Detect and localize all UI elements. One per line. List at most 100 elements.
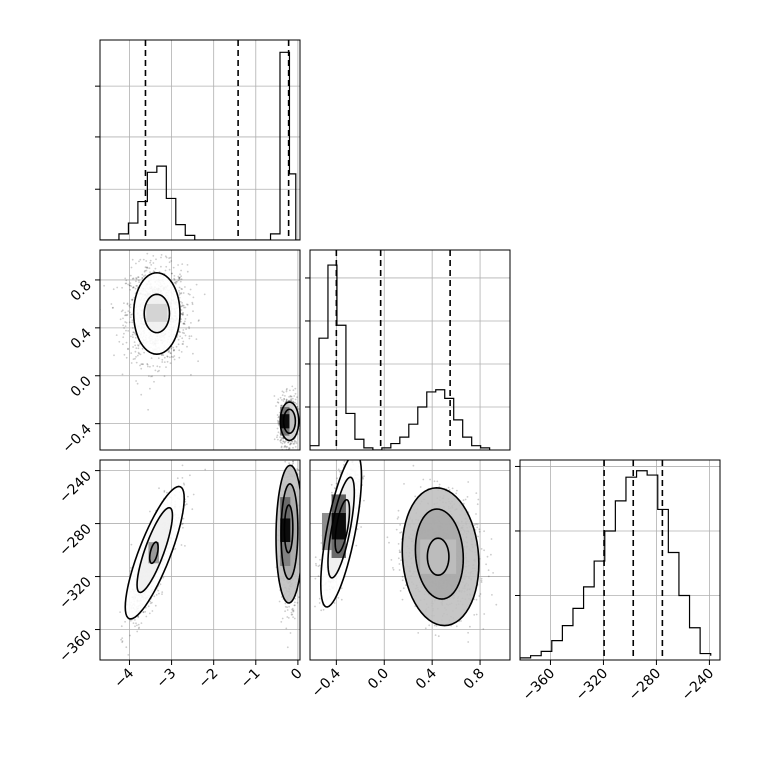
scatter-point (293, 604, 296, 607)
scatter-point (124, 314, 126, 317)
contour-line-2 (279, 401, 300, 442)
scatter-point (134, 333, 137, 336)
scatter-point (132, 622, 135, 624)
scatter-point (280, 437, 283, 440)
scatter-point (182, 304, 185, 307)
scatter-point (131, 321, 134, 324)
scatter-point (283, 398, 286, 401)
scatter-point (170, 355, 173, 358)
scatter-point (128, 284, 131, 287)
scatter-point (318, 597, 321, 600)
scatter-point (134, 357, 136, 360)
scatter-point (342, 464, 345, 466)
scatter-point (173, 277, 176, 280)
scatter-point (284, 441, 286, 443)
scatter-point (120, 625, 123, 628)
scatter-point (170, 272, 173, 275)
scatter-point (283, 445, 286, 447)
scatter-point (146, 363, 149, 366)
scatter-point (198, 319, 200, 321)
scatter-point (133, 331, 135, 334)
scatter-point (131, 258, 134, 261)
scatter-point (128, 321, 131, 324)
scatter-point (141, 347, 144, 350)
scatter-point (135, 356, 137, 358)
scatter-point (276, 419, 279, 422)
scatter-point (273, 438, 276, 441)
scatter-point (162, 354, 165, 357)
scatter-point (280, 438, 283, 441)
scatter-point (181, 304, 184, 307)
scatter-point (301, 482, 303, 484)
scatter-point (287, 441, 289, 444)
scatter-point (131, 298, 134, 301)
scatter-point (178, 276, 180, 279)
scatter-point (121, 309, 124, 312)
scatter-point (131, 333, 134, 336)
scatter-point (177, 279, 180, 282)
scatter-point (294, 601, 296, 604)
scatter-point (285, 627, 288, 630)
scatter-point (292, 610, 294, 612)
scatter-point (289, 442, 292, 445)
scatter-point (153, 595, 156, 598)
scatter-point (182, 292, 185, 294)
scatter-point (159, 583, 162, 586)
scatter-point (290, 398, 293, 400)
scatter-point (126, 302, 129, 305)
scatter-point (161, 361, 164, 363)
scatter-point (149, 271, 151, 274)
scatter-point (284, 445, 287, 447)
scatter-point (130, 298, 133, 301)
scatter-point (185, 503, 188, 506)
density-cell-1 (280, 497, 291, 519)
scatter-point (140, 367, 143, 370)
scatter-point (180, 292, 183, 294)
scatter-point (355, 544, 358, 547)
scatter-point (135, 285, 138, 287)
scatter-point (134, 336, 137, 339)
panel-1-2 (310, 460, 510, 660)
scatter-point (121, 641, 124, 644)
scatter-point (290, 440, 293, 443)
scatter-point (181, 477, 184, 479)
scatter-point (301, 537, 303, 539)
panel-0-1 (100, 250, 300, 453)
scatter-point (181, 464, 184, 467)
scatter-point (291, 607, 294, 610)
scatter-point (103, 284, 105, 287)
scatter-point (282, 400, 285, 402)
scatter-point (140, 363, 143, 365)
scatter-point (294, 387, 297, 390)
scatter-point (315, 564, 318, 567)
scatter-point (173, 349, 175, 351)
scatter-point (292, 462, 294, 465)
scatter-point (153, 380, 155, 383)
scatter-point (181, 312, 184, 315)
scatter-point (130, 543, 133, 546)
scatter-point (144, 266, 147, 268)
scatter-point (131, 313, 133, 316)
scatter-point (279, 436, 281, 438)
scatter-point (286, 387, 288, 390)
scatter-point (322, 608, 325, 611)
scatter-point (180, 544, 183, 546)
scatter-point (125, 321, 128, 324)
scatter-point (182, 522, 184, 525)
scatter-point (294, 392, 297, 395)
scatter-point (137, 347, 140, 350)
scatter-point (288, 399, 290, 402)
scatter-point (179, 335, 182, 338)
scatter-point (289, 451, 291, 453)
scatter-point (276, 427, 279, 430)
scatter-point (293, 617, 296, 620)
scatter-point (187, 495, 189, 498)
scatter-point (301, 516, 303, 518)
scatter-point (135, 262, 137, 265)
scatter-point (137, 627, 140, 630)
scatter-point (281, 394, 284, 396)
scatter-point (285, 389, 288, 391)
scatter-point (178, 286, 181, 289)
scatter-point (125, 314, 128, 317)
scatter-point (280, 441, 282, 444)
